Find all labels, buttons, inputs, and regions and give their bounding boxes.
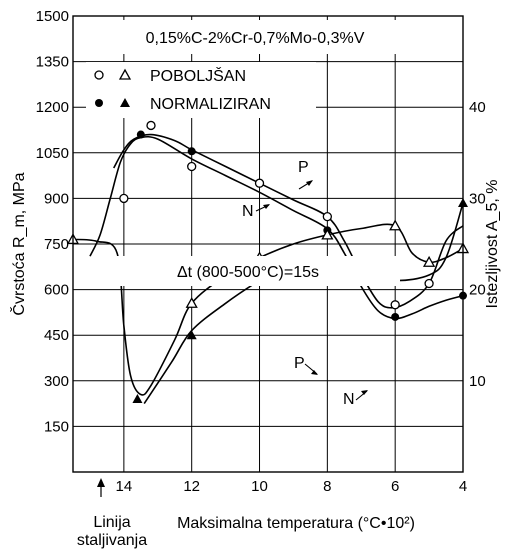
melting-line-label-1: Linija bbox=[93, 514, 130, 531]
legend-open-circle bbox=[94, 70, 104, 80]
series-2-point bbox=[422, 255, 436, 267]
left-tick-label: 750 bbox=[44, 236, 69, 253]
series-2-point bbox=[321, 228, 334, 240]
series-1-curve bbox=[89, 135, 464, 320]
arrow-p-strength-head bbox=[306, 180, 313, 186]
right-tick-label: 30 bbox=[469, 190, 486, 207]
left-tick-label: 150 bbox=[44, 418, 69, 435]
arrow-n-strength-head bbox=[263, 204, 270, 209]
left-tick-label: 900 bbox=[44, 190, 69, 207]
series-2-point bbox=[185, 296, 198, 308]
series-0-point bbox=[119, 193, 129, 204]
left-tick-label: 450 bbox=[44, 327, 69, 344]
series-1-point bbox=[391, 312, 400, 321]
series-1-point bbox=[187, 147, 196, 156]
series-1-point bbox=[136, 130, 145, 139]
series-3-point bbox=[132, 394, 143, 404]
right-tick-label: 10 bbox=[469, 373, 486, 390]
legend-filled-circle bbox=[95, 99, 103, 107]
series-3-point bbox=[186, 330, 197, 340]
x-tick-label: 10 bbox=[251, 478, 268, 495]
x-axis-title: Maksimalna temperatura (°C•10²) bbox=[177, 515, 415, 532]
plot-frame bbox=[72, 15, 464, 473]
series-2-point bbox=[389, 219, 402, 231]
left-axis-ticks: 150 300 450 600 750 900 1050 1200 1350 1500 bbox=[36, 8, 69, 435]
right-tick-label: 40 bbox=[469, 99, 486, 116]
markers bbox=[66, 120, 470, 404]
x-axis-ticks: 14 12 10 8 6 4 bbox=[116, 478, 468, 495]
x-tick-label: 8 bbox=[323, 478, 331, 495]
series-0-point bbox=[146, 120, 156, 131]
series-0-point bbox=[322, 211, 332, 222]
curve-label-n-elongation: N bbox=[343, 391, 355, 408]
legend-filled-triangle bbox=[120, 98, 130, 107]
left-tick-label: 600 bbox=[44, 282, 69, 299]
composition-label: 0,15%C-2%Cr-0,7%Mo-0,3%V bbox=[146, 30, 365, 47]
right-tick-label: 20 bbox=[469, 282, 486, 299]
legend-open-triangle bbox=[118, 68, 132, 80]
series-0-point bbox=[254, 178, 265, 188]
series-0-point bbox=[424, 278, 434, 289]
melting-line-arrow-head bbox=[97, 478, 105, 487]
note-bg bbox=[100, 256, 400, 286]
legend: POBOLJŠAN NORMALIZIRAN bbox=[86, 62, 316, 118]
right-axis-title: Istezljivost A_5, % bbox=[484, 180, 501, 309]
cooling-note: Δt (800-500°C)=15s bbox=[177, 264, 319, 281]
legend-label-poboljsan: POBOLJŠAN bbox=[150, 66, 246, 85]
left-tick-label: 300 bbox=[44, 373, 69, 390]
curve-label-p-elongation: P bbox=[294, 355, 305, 372]
x-tick-label: 14 bbox=[116, 478, 133, 495]
x-tick-label: 12 bbox=[183, 478, 200, 495]
melting-line-label-2: staljivanja bbox=[77, 532, 147, 549]
left-tick-label: 1200 bbox=[36, 99, 69, 116]
composition-bg bbox=[100, 20, 400, 54]
curve-label-p-strength: P bbox=[298, 159, 309, 176]
x-tick-label: 6 bbox=[391, 478, 399, 495]
left-tick-label: 1050 bbox=[36, 145, 69, 162]
left-axis-title: Čvrstoća R_m, MPa bbox=[9, 172, 28, 315]
x-tick-label: 4 bbox=[459, 478, 467, 495]
arrow-n-elongation-head bbox=[361, 390, 368, 395]
series-0-curve bbox=[113, 133, 464, 309]
series-0-point bbox=[187, 161, 197, 172]
legend-label-normaliziran: NORMALIZIRAN bbox=[150, 96, 271, 113]
curve-label-n-strength: N bbox=[242, 203, 254, 220]
left-tick-label: 1500 bbox=[36, 8, 69, 25]
arrow-p-elongation-head bbox=[311, 370, 318, 375]
left-tick-label: 1350 bbox=[36, 54, 69, 71]
series-0-point bbox=[390, 300, 400, 310]
right-axis-ticks: 10 20 30 40 bbox=[469, 99, 486, 390]
